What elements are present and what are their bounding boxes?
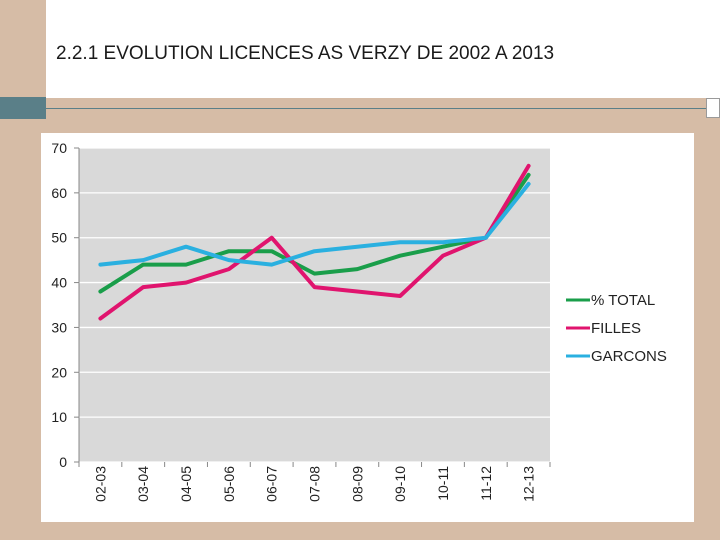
series-line-total <box>98 172 531 294</box>
decorative-bar <box>0 97 46 119</box>
y-tick-label: 30 <box>51 319 67 335</box>
plot-area <box>79 148 550 462</box>
x-tick-label: 10-11 <box>435 466 451 501</box>
x-tick-label: 04-05 <box>178 466 194 502</box>
x-tick-label: 07-08 <box>307 466 323 502</box>
legend: % TOTAL FILLES GARCONS <box>566 292 667 365</box>
y-tick-labels: 0 10 20 30 40 50 60 70 <box>51 140 67 470</box>
y-tick-label: 10 <box>51 409 67 425</box>
y-tick-label: 70 <box>51 140 67 156</box>
legend-label: % TOTAL <box>591 292 655 309</box>
title-panel <box>46 0 720 98</box>
y-tick-label: 40 <box>51 275 67 291</box>
x-tick-label: 08-09 <box>349 466 365 502</box>
x-tick-label: 11-12 <box>478 466 494 501</box>
y-tick-label: 50 <box>51 230 67 246</box>
slide-title: 2.2.1 EVOLUTION LICENCES AS VERZY DE 200… <box>56 43 555 64</box>
x-tick-label: 03-04 <box>135 466 151 502</box>
y-tick-label: 20 <box>51 364 67 380</box>
x-tick-label: 06-07 <box>264 466 280 502</box>
series-line-garcons <box>98 181 531 267</box>
decorative-line <box>46 108 720 109</box>
series-line-filles <box>98 163 531 321</box>
x-tick-label: 05-06 <box>221 466 237 502</box>
x-tick-label: 02-03 <box>92 466 108 502</box>
y-tick-label: 60 <box>51 185 67 201</box>
x-tick-label: 09-10 <box>392 466 408 502</box>
legend-label: FILLES <box>591 320 641 337</box>
legend-label: GARCONS <box>591 348 667 365</box>
x-tick-label: 12-13 <box>521 466 537 502</box>
x-tick-labels: 02-03 03-04 04-05 05-06 06-07 07-08 08-09 09-10… <box>92 466 536 502</box>
y-tick-label: 0 <box>59 454 67 470</box>
gridlines <box>74 147 551 467</box>
series-lines <box>98 163 531 321</box>
